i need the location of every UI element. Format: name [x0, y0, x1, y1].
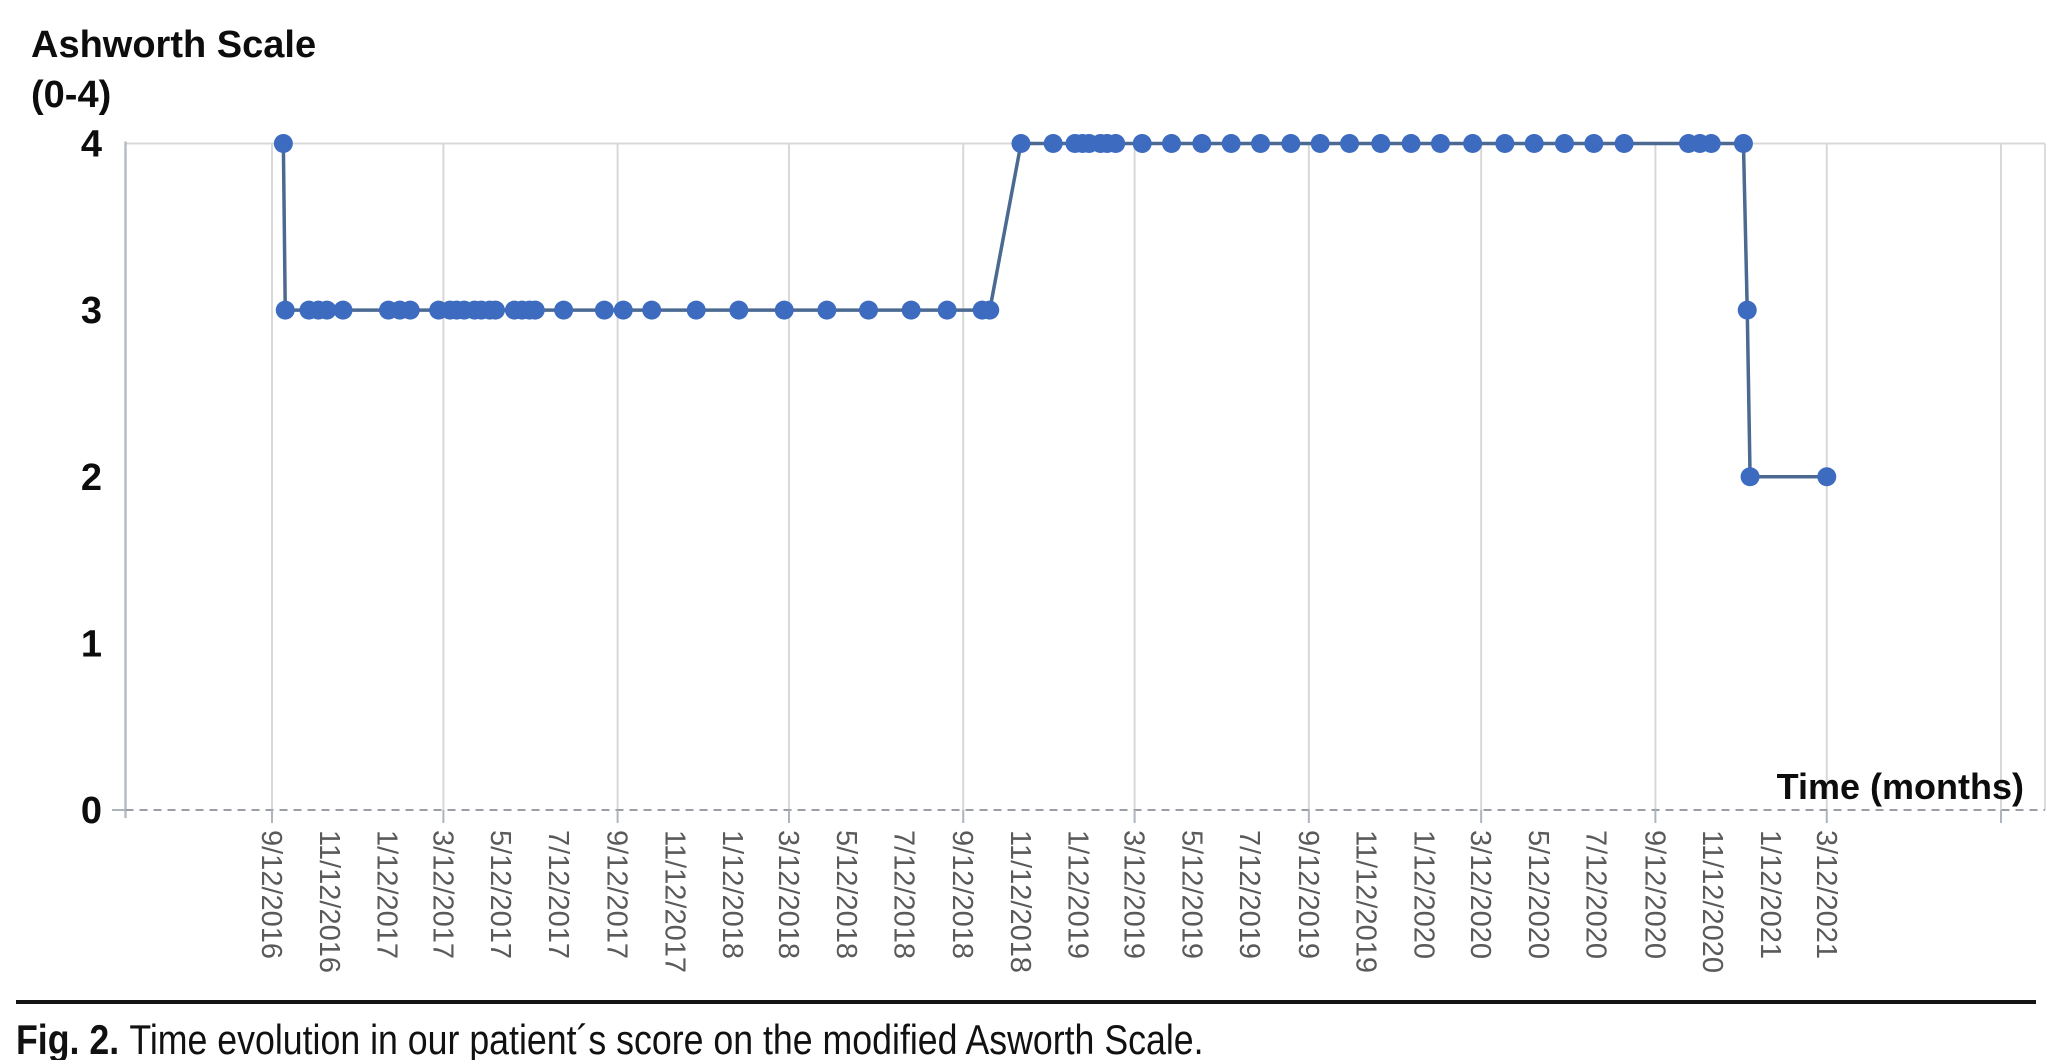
data-point	[1011, 134, 1031, 153]
x-tick-label: 7/12/2017	[542, 830, 574, 959]
data-point	[1401, 134, 1421, 153]
data-point	[525, 300, 545, 320]
x-tick-label: 9/12/2016	[255, 830, 287, 959]
x-tick-label: 11/12/2020	[1696, 830, 1728, 973]
data-point	[937, 300, 957, 320]
data-point	[1221, 134, 1241, 153]
x-tick-label: 3/12/2021	[1810, 830, 1842, 959]
y-axis-title-line2: (0-4)	[31, 74, 112, 116]
data-point	[1132, 134, 1152, 153]
x-axis-tick-labels: 9/12/2016 11/12/2016 1/12/2017 3/12/2017 5/1…	[255, 830, 1842, 973]
ashworth-line-chart: 9/12/2016 11/12/2016 1/12/2017 3/12/2017 5/1…	[81, 124, 2046, 973]
data-point	[1817, 467, 1837, 487]
y-axis-title: Ashworth Scale (0-4)	[31, 20, 316, 120]
x-tick-label: 3/12/2020	[1464, 830, 1496, 959]
data-point	[485, 300, 505, 320]
x-tick-label: 9/12/2019	[1292, 830, 1324, 959]
x-tick-label: 11/12/2016	[313, 830, 345, 973]
data-point	[1463, 134, 1483, 153]
data-point	[273, 134, 293, 153]
x-tick-label: 5/12/2020	[1522, 830, 1554, 959]
data-point	[333, 300, 353, 320]
gridlines	[271, 143, 2002, 810]
y-axis-tick-labels: 4 3 2 1 0	[81, 124, 102, 833]
x-tick-label: 3/12/2017	[426, 830, 458, 959]
y-tick-label: 3	[81, 290, 102, 332]
x-tick-label: 1/12/2021	[1754, 830, 1786, 959]
data-point	[275, 300, 295, 320]
x-tick-label: 3/12/2019	[1118, 830, 1150, 959]
data-point	[400, 300, 420, 320]
data-point	[859, 300, 879, 320]
figure-caption: Fig. 2. Time evolution in our patient´s s…	[16, 1000, 2036, 1060]
data-point	[1281, 134, 1301, 153]
x-tick-label: 9/12/2017	[601, 830, 633, 959]
data-point	[1584, 134, 1604, 153]
x-tick-label: 11/12/2017	[658, 830, 690, 973]
y-axis-title-line1: Ashworth Scale	[31, 24, 317, 66]
y-tick-label: 2	[81, 457, 102, 499]
data-point	[729, 300, 749, 320]
data-point	[1737, 300, 1757, 320]
figure-caption-label: Fig. 2.	[16, 1016, 120, 1060]
x-tick-label: 11/12/2018	[1004, 830, 1036, 973]
data-point	[1251, 134, 1271, 153]
data-point	[817, 300, 837, 320]
y-tick-label: 1	[81, 623, 102, 665]
x-tick-label: 11/12/2019	[1350, 830, 1382, 973]
data-point	[1310, 134, 1330, 153]
data-point	[1106, 134, 1126, 153]
x-tick-label: 7/12/2020	[1580, 830, 1612, 959]
data-point	[317, 300, 337, 320]
data-point	[1192, 134, 1212, 153]
y-tick-label: 0	[81, 790, 102, 832]
x-tick-label: 1/12/2017	[371, 830, 403, 959]
data-point	[642, 300, 662, 320]
data-point	[1614, 134, 1634, 153]
data-point	[554, 300, 574, 320]
data-point	[1043, 134, 1063, 153]
axis-ticks	[112, 809, 2002, 823]
x-tick-label: 9/12/2020	[1638, 830, 1670, 959]
x-tick-label: 5/12/2018	[830, 830, 862, 959]
data-point	[980, 300, 1000, 320]
data-point	[1740, 467, 1760, 487]
figure-caption-text: Time evolution in our patient´s score on…	[129, 1016, 1204, 1060]
x-tick-label: 1/12/2018	[716, 830, 748, 959]
data-point	[1554, 134, 1574, 153]
x-tick-label: 7/12/2018	[888, 830, 920, 959]
x-axis-title: Time (months)	[1777, 766, 2024, 807]
x-tick-label: 1/12/2020	[1407, 830, 1439, 959]
x-tick-label: 3/12/2018	[772, 830, 804, 959]
data-point	[1162, 134, 1182, 153]
data-series	[273, 134, 1837, 487]
data-point	[594, 300, 614, 320]
data-point	[1371, 134, 1391, 153]
data-point	[1524, 134, 1544, 153]
data-point	[774, 300, 794, 320]
x-tick-label: 1/12/2019	[1062, 830, 1094, 959]
y-tick-label: 4	[81, 124, 102, 166]
data-point	[1701, 134, 1721, 153]
data-point	[686, 300, 706, 320]
data-point	[1340, 134, 1360, 153]
data-point	[1430, 134, 1450, 153]
data-point	[1495, 134, 1515, 153]
x-tick-label: 9/12/2018	[946, 830, 978, 959]
x-tick-label: 5/12/2019	[1175, 830, 1207, 959]
data-point	[901, 300, 921, 320]
figure-caption-inner: Fig. 2. Time evolution in our patient´s s…	[16, 1016, 1204, 1060]
x-tick-label: 7/12/2019	[1233, 830, 1265, 959]
data-point	[1733, 134, 1753, 153]
x-tick-label: 5/12/2017	[484, 830, 516, 959]
data-point	[613, 300, 633, 320]
